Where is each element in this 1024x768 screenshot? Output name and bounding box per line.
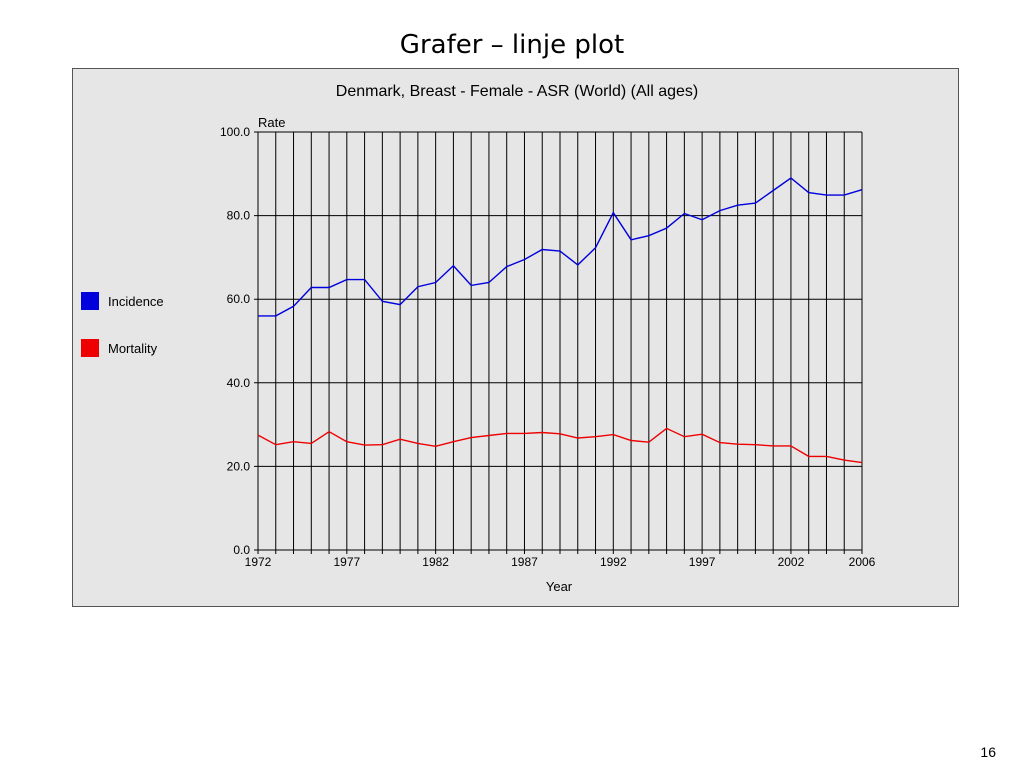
x-tick-label: 1977	[333, 555, 360, 569]
tick-labels: 0.0 20.0 40.0 60.0 80.0 100.0 1972 1977 1982 1987…	[220, 125, 876, 569]
grid-lines	[254, 131, 863, 554]
y-tick-label: 100.0	[220, 125, 250, 139]
x-tick-label: 1972	[245, 555, 272, 569]
legend-swatch-mortality	[81, 339, 99, 357]
y-tick-label: 20.0	[227, 459, 251, 473]
x-tick-label: 1997	[689, 555, 716, 569]
legend-swatch-incidence	[81, 292, 99, 310]
x-tick-label: 1987	[511, 555, 538, 569]
x-tick-label: 2002	[778, 555, 805, 569]
legend-label-incidence: Incidence	[108, 293, 164, 309]
slide-title: Grafer – linje plot	[399, 30, 625, 60]
line-chart: Denmark, Breast - Female - ASR (World) (…	[220, 83, 876, 594]
x-tick-label: 1982	[422, 555, 449, 569]
y-tick-label: 80.0	[227, 209, 251, 223]
y-tick-label: 40.0	[227, 376, 251, 390]
series-line-incidence	[258, 177, 863, 317]
chart-title: Denmark, Breast - Female - ASR (World) (…	[336, 83, 698, 100]
x-axis-label: Year	[546, 579, 573, 594]
y-tick-label: 0.0	[233, 543, 250, 557]
chart-panel: Denmark, Breast - Female - ASR (World) (…	[72, 68, 959, 607]
y-axis-label: Rate	[258, 115, 285, 130]
legend-label-mortality: Mortality	[108, 340, 158, 356]
legend-item-mortality: Mortality	[81, 338, 157, 358]
series-line-mortality	[257, 427, 863, 464]
x-tick-label: 1992	[600, 555, 627, 569]
x-tick-label: 2006	[849, 555, 876, 569]
legend-item-incidence: Incidence	[81, 291, 164, 311]
page-number: 16	[980, 744, 996, 760]
series-lines	[257, 177, 863, 464]
y-tick-label: 60.0	[227, 292, 251, 306]
